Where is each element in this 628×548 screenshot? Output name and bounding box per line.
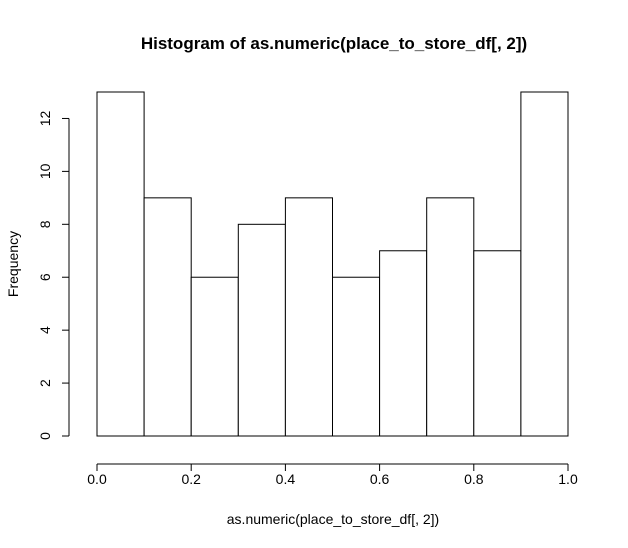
y-tick-label: 6 <box>37 273 53 281</box>
histogram-bar <box>520 91 569 437</box>
x-axis: 0.0 0.2 0.4 0.6 0.8 1.0 <box>87 463 578 487</box>
histogram-bar <box>284 197 333 437</box>
x-tick-label: 1.0 <box>558 471 578 487</box>
histogram-bar <box>332 276 381 437</box>
y-axis: 0 2 4 6 8 10 12 <box>37 110 70 440</box>
y-tick-label: 0 <box>37 432 53 440</box>
histogram-bar <box>379 250 428 437</box>
y-axis-label: Frequency <box>5 231 21 297</box>
histogram-bar <box>426 197 475 437</box>
chart-title: Histogram of as.numeric(place_to_store_d… <box>141 34 527 53</box>
y-tick-label: 12 <box>37 110 53 126</box>
histogram-bar <box>190 276 239 437</box>
histogram-bar <box>96 91 145 437</box>
histogram-bar <box>473 250 522 437</box>
histogram-bar <box>143 197 192 437</box>
y-tick-label: 8 <box>37 220 53 228</box>
bars-group <box>96 91 569 437</box>
x-tick-label: 0.4 <box>276 471 296 487</box>
x-tick-label: 0.2 <box>181 471 201 487</box>
x-tick-label: 0.0 <box>87 471 107 487</box>
histogram-bar <box>237 223 286 437</box>
y-tick-label: 2 <box>37 379 53 387</box>
x-tick-label: 0.8 <box>464 471 484 487</box>
y-tick-label: 10 <box>37 163 53 179</box>
x-axis-label: as.numeric(place_to_store_df[, 2]) <box>227 511 439 527</box>
y-tick-label: 4 <box>37 326 53 334</box>
x-tick-label: 0.6 <box>370 471 390 487</box>
